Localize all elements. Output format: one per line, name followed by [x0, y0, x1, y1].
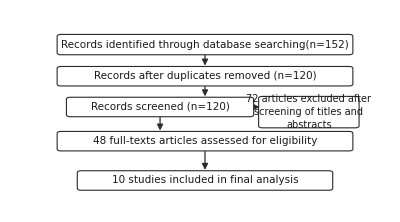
Text: 72 articles excluded after
screening of titles and
abstracts: 72 articles excluded after screening of … [246, 94, 371, 130]
Text: Records identified through database searching(n=152): Records identified through database sear… [61, 40, 349, 50]
FancyBboxPatch shape [66, 97, 254, 117]
Text: 10 studies included in final analysis: 10 studies included in final analysis [112, 175, 298, 186]
FancyBboxPatch shape [77, 171, 333, 190]
Text: 48 full-texts articles assessed for eligibility: 48 full-texts articles assessed for elig… [93, 136, 317, 146]
FancyBboxPatch shape [57, 131, 353, 151]
FancyBboxPatch shape [259, 96, 359, 128]
FancyBboxPatch shape [57, 66, 353, 86]
Text: Records screened (n=120): Records screened (n=120) [91, 102, 230, 112]
FancyBboxPatch shape [57, 34, 353, 55]
Text: Records after duplicates removed (n=120): Records after duplicates removed (n=120) [94, 71, 316, 81]
